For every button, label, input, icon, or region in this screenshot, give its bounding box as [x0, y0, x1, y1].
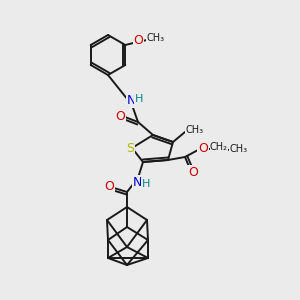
- Text: O: O: [134, 34, 143, 47]
- Text: O: O: [198, 142, 208, 155]
- Text: N: N: [132, 176, 142, 188]
- Text: O: O: [104, 179, 114, 193]
- Text: O: O: [115, 110, 125, 122]
- Text: S: S: [126, 142, 134, 154]
- Text: CH₂: CH₂: [210, 142, 228, 152]
- Text: O: O: [188, 166, 198, 178]
- Text: CH₃: CH₃: [186, 125, 204, 135]
- Text: CH₃: CH₃: [230, 144, 248, 154]
- Text: N: N: [126, 94, 136, 107]
- Text: H: H: [142, 179, 150, 189]
- Text: H: H: [135, 94, 143, 104]
- Text: CH₃: CH₃: [146, 33, 164, 43]
